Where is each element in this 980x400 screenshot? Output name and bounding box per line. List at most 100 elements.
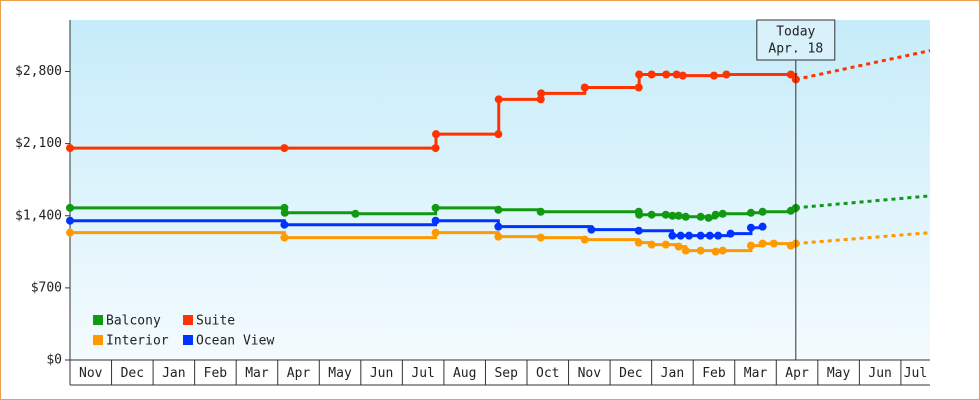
point — [711, 247, 720, 256]
legend-swatch — [93, 335, 103, 345]
legend-swatch — [183, 315, 193, 325]
legend-label: Suite — [196, 314, 235, 329]
x-tick-label: Jul — [904, 366, 927, 381]
point — [661, 210, 670, 219]
point — [718, 246, 727, 255]
point — [668, 231, 677, 240]
point — [758, 222, 767, 231]
point — [674, 242, 683, 251]
x-tick-label: Jun — [370, 366, 393, 381]
point — [676, 231, 685, 240]
point — [536, 207, 545, 216]
point — [758, 207, 767, 216]
today-label: Apr. 18 — [768, 42, 823, 57]
x-tick-label: May — [328, 366, 352, 381]
point — [431, 216, 440, 225]
plot-area — [70, 20, 930, 360]
y-tick-label: $0 — [46, 353, 62, 368]
y-tick-label: $2,800 — [15, 64, 62, 79]
point — [711, 210, 720, 219]
x-tick-label: Apr — [785, 366, 809, 381]
point — [280, 208, 289, 217]
point — [634, 238, 643, 247]
point — [66, 144, 74, 153]
x-tick-label: Feb — [204, 366, 228, 381]
point — [66, 228, 74, 237]
x-tick-label: Mar — [744, 366, 768, 381]
projection-line — [795, 231, 931, 246]
point — [681, 246, 690, 255]
point — [672, 70, 681, 79]
point — [696, 231, 705, 240]
point — [758, 239, 767, 248]
point — [66, 203, 74, 212]
point — [280, 144, 289, 153]
point — [662, 70, 671, 79]
projection-line — [795, 49, 931, 81]
x-tick-label: Jul — [411, 366, 434, 381]
point — [537, 89, 546, 98]
y-tick-label: $1,400 — [15, 208, 62, 223]
point — [668, 211, 677, 220]
x-tick-label: Nov — [578, 366, 602, 381]
today-box — [756, 19, 836, 61]
point — [431, 203, 440, 212]
legend-label: Balcony — [106, 314, 161, 329]
point — [580, 83, 589, 92]
today-label: Today — [776, 25, 815, 40]
x-tick-label: Aug — [453, 366, 476, 381]
point — [685, 231, 694, 240]
x-tick-label: Oct — [536, 366, 559, 381]
x-tick-label: Dec — [619, 366, 642, 381]
y-tick-label: $700 — [31, 280, 62, 295]
point — [66, 216, 74, 225]
point — [635, 210, 644, 219]
x-tick-label: Apr — [287, 366, 311, 381]
point — [587, 225, 596, 234]
projection-line — [795, 194, 931, 210]
point — [718, 209, 727, 218]
x-tick-label: Dec — [121, 366, 144, 381]
point — [746, 241, 755, 250]
point — [746, 208, 755, 217]
point — [431, 228, 440, 237]
x-tick-label: Jan — [162, 366, 185, 381]
point — [722, 70, 731, 79]
x-tick-label: Mar — [245, 366, 269, 381]
point — [494, 205, 503, 214]
point — [494, 95, 503, 104]
legend-swatch — [183, 335, 193, 345]
point — [714, 231, 723, 240]
point — [635, 70, 644, 79]
y-tick-label: $2,100 — [15, 136, 62, 151]
x-tick-label: Sep — [494, 366, 518, 381]
point — [704, 213, 713, 222]
point — [494, 130, 503, 139]
point — [536, 95, 545, 104]
point — [786, 70, 795, 79]
x-tick-label: Nov — [79, 366, 103, 381]
point — [661, 240, 670, 249]
point — [432, 130, 441, 139]
point — [696, 212, 705, 221]
x-tick-label: May — [827, 366, 851, 381]
point — [746, 223, 755, 232]
point — [647, 70, 656, 79]
point — [681, 212, 690, 221]
point — [280, 220, 289, 229]
point — [678, 71, 687, 80]
point — [494, 232, 503, 241]
point — [351, 209, 360, 218]
point — [709, 71, 718, 80]
point — [494, 222, 503, 231]
point — [647, 240, 656, 249]
legend-label: Ocean View — [196, 334, 274, 349]
point — [536, 233, 545, 242]
point — [634, 83, 643, 92]
x-tick-label: Jan — [661, 366, 684, 381]
x-tick-label: Jun — [868, 366, 891, 381]
point — [696, 246, 705, 255]
point — [280, 233, 289, 242]
point — [647, 210, 656, 219]
